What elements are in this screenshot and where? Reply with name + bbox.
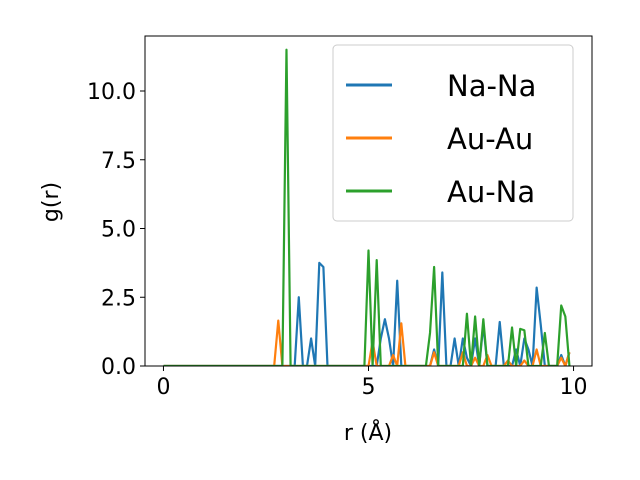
- legend-box: [332, 44, 574, 222]
- x-axis-ticks: 0 5 10: [156, 366, 588, 400]
- y-axis-ticks: 0.0 2.5 5.0 7.5 10.0: [87, 80, 145, 380]
- legend-label-au-na: Au-Na: [447, 175, 535, 209]
- x-axis-label: r (Å): [344, 419, 392, 446]
- y-axis-label: g(r): [39, 182, 64, 222]
- legend-label-au-au: Au-Au: [447, 122, 533, 156]
- y-tick-label: 5.0: [101, 218, 136, 243]
- series-layer: [163, 48, 571, 366]
- y-tick-label: 10.0: [87, 80, 136, 105]
- y-tick-label: 7.5: [101, 149, 136, 174]
- x-tick-label: 5: [362, 375, 376, 400]
- legend: Na-Na Au-Au Au-Na: [332, 44, 574, 222]
- x-tick-label: 10: [560, 375, 588, 400]
- y-tick-label: 0.0: [101, 355, 136, 380]
- x-tick-label: 0: [156, 375, 170, 400]
- legend-label-na-na: Na-Na: [447, 69, 536, 103]
- y-tick-label: 2.5: [101, 286, 136, 311]
